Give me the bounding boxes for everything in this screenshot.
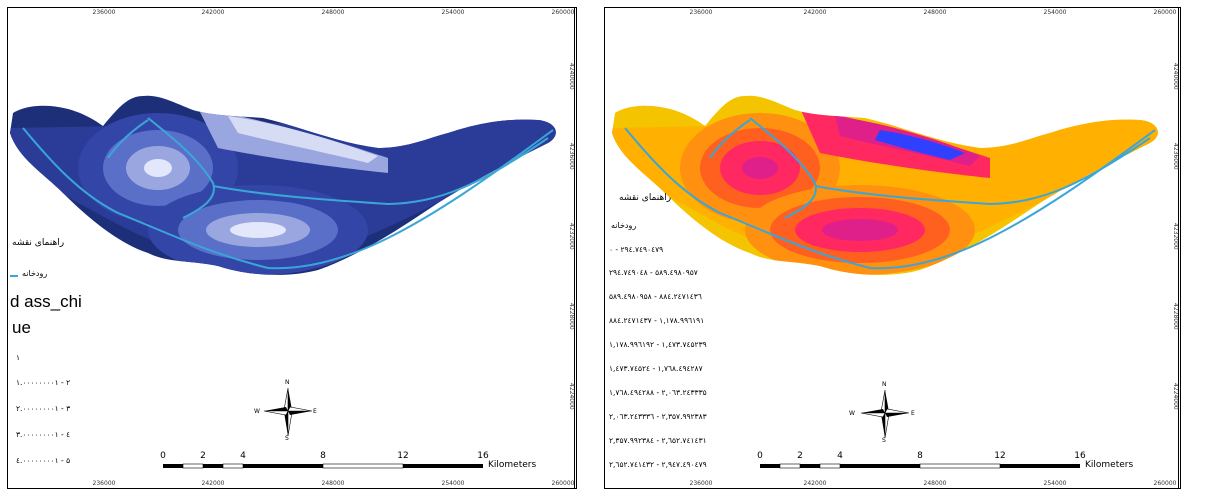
right-scale-label-16: 16 — [1074, 451, 1086, 461]
right-compass-n: N — [882, 381, 887, 388]
left-map-panel: 236000 242000 248000 254000 260000 23600… — [7, 7, 577, 489]
left-y-tick-2: 4236000 — [568, 143, 575, 170]
left-scale-label-8: 8 — [320, 451, 326, 461]
right-scale-label-12: 12 — [994, 451, 1006, 461]
right-y-tick-1: 4240000 — [1172, 63, 1179, 90]
right-legend-class-6: ۱,٤۷۳.۷٤۵۲٤ - ۱,۷٦۸.٤۹٤۲۸۷ — [609, 364, 703, 373]
left-legend-class-4: ۳.۰۰۰۰۰۰۰۰۱ - ٤ — [16, 430, 71, 439]
right-x-tick-bottom-3: 248000 — [923, 480, 947, 487]
left-frame-right-line — [574, 8, 575, 488]
right-compass-w: W — [849, 410, 855, 417]
left-compass-n: N — [285, 379, 290, 386]
left-x-tick-bottom-3: 248000 — [321, 480, 345, 487]
right-map-canvas — [612, 95, 1158, 275]
right-x-tick-top-2: 242000 — [803, 9, 827, 16]
right-scale-label-8: 8 — [917, 451, 923, 461]
left-x-tick-top-3: 248000 — [321, 9, 345, 16]
right-y-tick-5: 4224000 — [1172, 383, 1179, 410]
left-map-fill — [10, 95, 556, 275]
right-x-tick-top-4: 254000 — [1043, 9, 1067, 16]
right-legend-class-5: ۱,۱۷۸.۹۹٦۱۹۲ - ۱,٤۷۳.۷٤۵۲۳۹ — [609, 340, 707, 349]
left-x-tick-top-5: 260000 — [551, 9, 575, 16]
right-legend-river-label: رودخانه — [611, 221, 637, 230]
left-north-arrow-icon — [263, 387, 313, 437]
left-legend-field-name-2: ue — [12, 318, 31, 337]
right-scale-unit: Kilometers — [1085, 460, 1134, 470]
right-legend-class-1: ۰ - ۲۹٤.۷٤۹۰٤۷۹ — [609, 245, 664, 254]
right-north-arrow-icon — [860, 389, 910, 439]
right-x-tick-top-5: 260000 — [1153, 9, 1177, 16]
right-scale-label-4: 4 — [837, 451, 843, 461]
right-legend-class-2: ۲۹٤.۷٤۹۰٤۸ - ۵۸۹.٤۹۸۰۹۵۷ — [609, 268, 698, 277]
left-legend-field-name-1: d ass_chi — [10, 292, 82, 311]
right-legend-class-8: ۲,۰٦۳.۲٤۳۳۳٦ - ۲,۳۵۷.۹۹۲۳۸۳ — [609, 412, 707, 421]
left-scale-label-4: 4 — [240, 451, 246, 461]
left-y-tick-3: 4232000 — [568, 223, 575, 250]
left-scale-label-12: 12 — [397, 451, 409, 461]
left-x-tick-bottom-1: 236000 — [92, 480, 116, 487]
right-scale-bar — [760, 463, 1080, 469]
left-scale-label-0: 0 — [160, 451, 166, 461]
left-scale-label-2: 2 — [200, 451, 206, 461]
right-x-tick-bottom-4: 254000 — [1043, 480, 1067, 487]
left-scale-label-16: 16 — [477, 451, 489, 461]
right-y-tick-4: 4228000 — [1172, 303, 1179, 330]
right-legend-class-7: ۱,۷٦۸.٤۹٤۲۸۸ - ۲,۰٦۳.۲٤۳۳۳۵ — [609, 388, 707, 397]
left-x-tick-bottom-2: 242000 — [201, 480, 225, 487]
right-x-tick-bottom-2: 242000 — [803, 480, 827, 487]
right-x-tick-bottom-1: 236000 — [689, 480, 713, 487]
left-legend-class-3: ۲.۰۰۰۰۰۰۰۰۱ - ۳ — [16, 404, 71, 413]
right-legend-class-10: ۲,٦۵۲.۷٤۱٤۳۲ - ۲,۹٤۷.٤۹۰٤۷۹ — [609, 460, 707, 469]
left-scale-bar — [163, 463, 483, 469]
left-x-tick-top-1: 236000 — [92, 9, 116, 16]
right-y-tick-2: 4236000 — [1172, 143, 1179, 170]
right-map-fill — [612, 95, 1158, 275]
left-compass-s: S — [285, 435, 289, 442]
left-legend-class-5: ٤.۰۰۰۰۰۰۰۰۱ - ۵ — [16, 456, 71, 465]
left-y-tick-1: 4240000 — [568, 63, 575, 90]
left-x-tick-top-2: 242000 — [201, 9, 225, 16]
right-x-tick-bottom-5: 260000 — [1153, 480, 1177, 487]
right-map-panel: 236000 242000 248000 254000 260000 23600… — [604, 7, 1181, 489]
right-compass-e: E — [911, 410, 915, 417]
right-legend-class-9: ۲,۳۵۷.۹۹۲۳۸٤ - ۲,٦۵۲.۷٤۱٤۳۱ — [609, 436, 707, 445]
right-compass-s: S — [882, 437, 886, 444]
left-compass-w: W — [254, 408, 260, 415]
left-x-tick-top-4: 254000 — [441, 9, 465, 16]
right-legend-class-4: ۸۸٤.۲٤۷۱٤۳۷ - ۱,۱۷۸.۹۹٦۱۹۱ — [609, 316, 705, 325]
left-x-tick-bottom-4: 254000 — [441, 480, 465, 487]
right-legend-class-3: ۵۸۹.٤۹۸۰۹۵۸ - ۸۸٤.۲٤۷۱٤۳٦ — [609, 292, 702, 301]
left-legend-title: راهنمای نقشه — [12, 238, 65, 248]
left-river-swatch — [10, 275, 18, 277]
right-y-tick-3: 4232000 — [1172, 223, 1179, 250]
left-river-lines — [22, 117, 554, 270]
left-legend-river-label: رودخانه — [22, 269, 48, 278]
left-map-canvas — [10, 95, 556, 275]
right-scale-label-0: 0 — [757, 451, 763, 461]
right-river-lines — [624, 117, 1156, 270]
right-x-tick-top-1: 236000 — [689, 9, 713, 16]
left-legend-class-2: ۱.۰۰۰۰۰۰۰۰۱ - ۲ — [16, 378, 71, 387]
right-legend-title: راهنمای نقشه — [619, 193, 672, 203]
right-scale-label-2: 2 — [797, 451, 803, 461]
left-x-tick-bottom-5: 260000 — [551, 480, 575, 487]
left-y-tick-5: 4224000 — [568, 383, 575, 410]
left-y-tick-4: 4228000 — [568, 303, 575, 330]
right-x-tick-top-3: 248000 — [923, 9, 947, 16]
right-frame-right-line — [1178, 8, 1179, 488]
left-legend-class-1: ۱ — [16, 353, 21, 362]
left-compass-e: E — [313, 408, 317, 415]
left-scale-unit: Kilometers — [488, 460, 537, 470]
